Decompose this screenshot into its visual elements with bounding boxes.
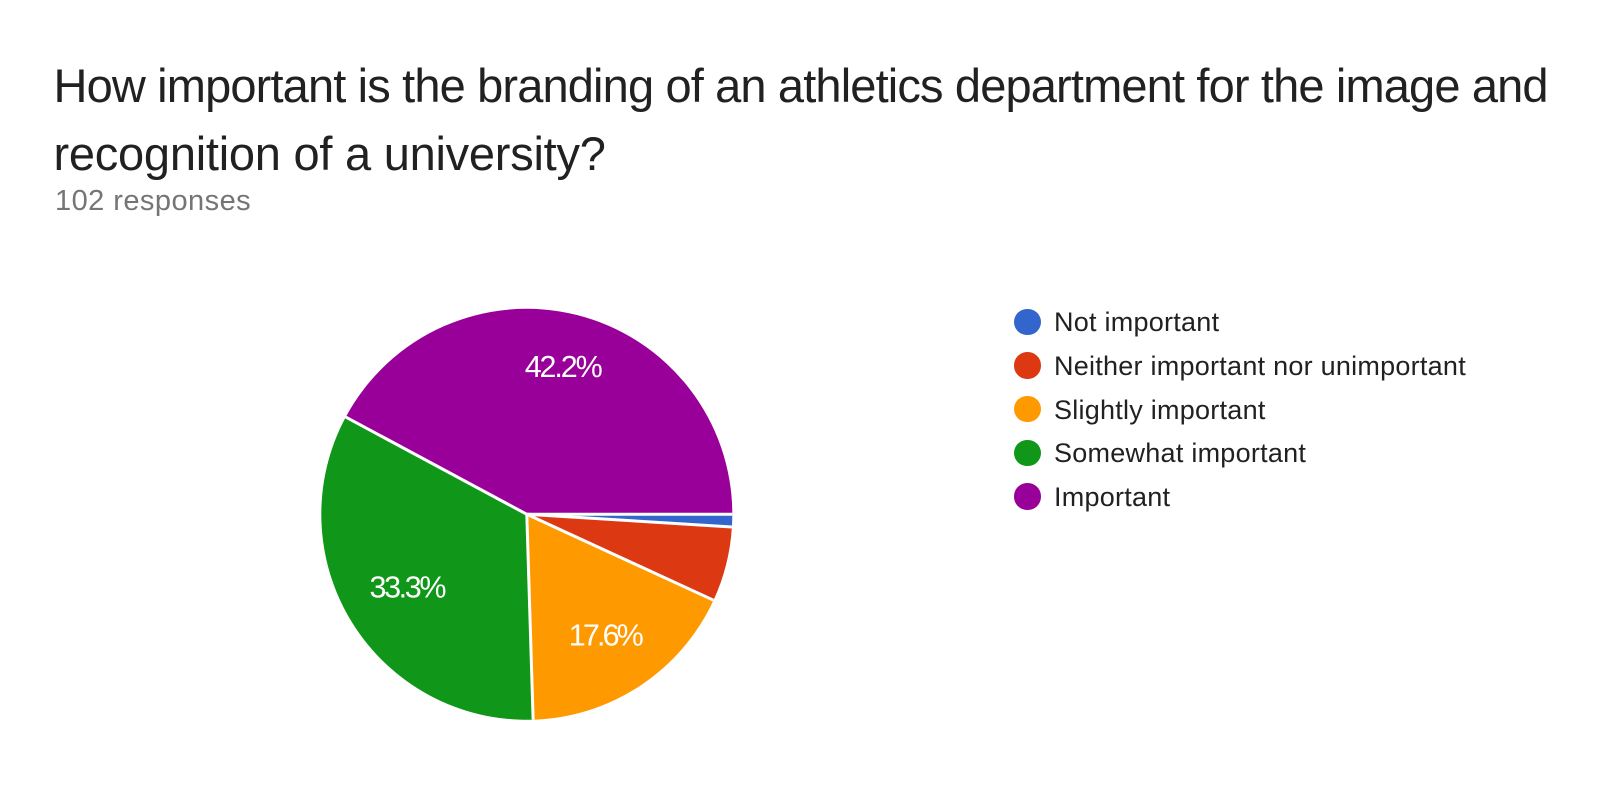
svg-text:17.6%: 17.6% [569, 619, 644, 653]
svg-text:33.3%: 33.3% [370, 571, 447, 605]
svg-text:42.2%: 42.2% [525, 350, 603, 384]
